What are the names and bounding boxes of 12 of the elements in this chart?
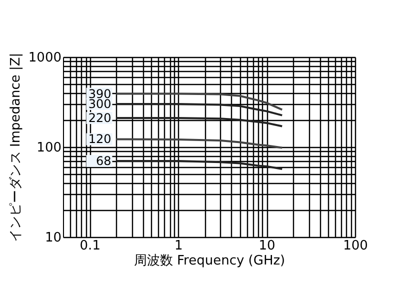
y-tick-label: 1000 (28, 50, 62, 66)
y-tick-label: 100 (36, 140, 62, 156)
x-tick-label: 100 (343, 238, 368, 254)
x-tick-label: 0.1 (80, 238, 100, 254)
series-label: 300 (88, 97, 112, 112)
x-axis-title: 周波数 Frequency (GHz) (134, 254, 286, 268)
x-tick-label: 1 (174, 238, 183, 254)
series-label: 120 (88, 132, 112, 146)
x-tick-label: 10 (258, 238, 276, 254)
series-label: 220 (88, 111, 112, 125)
series-label: 68 (96, 154, 112, 168)
y-axis-title: インピーダンス Impedance |Z| (8, 52, 24, 242)
